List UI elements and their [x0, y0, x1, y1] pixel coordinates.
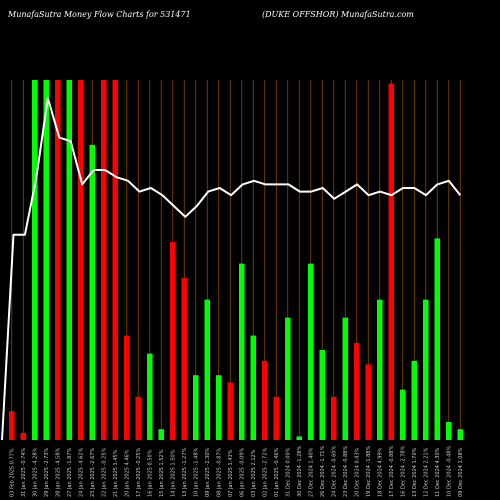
bar-22 [262, 360, 268, 440]
bar-9 [112, 80, 118, 440]
bar-10 [124, 335, 130, 440]
x-tick-label: 03 Feb 2025 0.77% [9, 448, 15, 497]
x-tick-labels: 03 Feb 2025 0.77% 31 Jan 2025 -0.74% 30 Ja… [9, 446, 464, 497]
x-tick-label: 30 Dec 2024 -1.28% [297, 446, 303, 497]
price-line-group [1, 97, 462, 441]
x-tick-label: 15 Jan 2025 1.52% [159, 449, 165, 497]
x-tick-label: 19 Dec 2024 -1.88% [366, 446, 372, 497]
x-tick-label: 20 Dec 2024 0.43% [354, 447, 360, 497]
bar-39 [457, 429, 463, 440]
x-tick-label: 07 Jan 2025 1.43% [228, 449, 234, 497]
x-tick-label: 24 Jan 2025 -4.62% [78, 448, 84, 497]
x-tick-label: 21 Jan 2025 1.45% [113, 449, 119, 497]
x-tick-label: 29 Jan 2025 -2.73% [44, 448, 50, 497]
bar-33 [388, 83, 394, 440]
x-tick-label: 16 Jan 2025 0.50% [147, 449, 153, 497]
bar-24 [285, 317, 291, 440]
bars [9, 80, 463, 441]
x-tick-label: 12 Dec 2024 2.21% [423, 447, 429, 497]
x-tick-label: 23 Jan 2025 -2.67% [90, 448, 96, 497]
x-tick-label: 17 Jan 2025 -0.25% [136, 448, 142, 497]
bar-27 [319, 350, 325, 440]
bar-36 [423, 299, 429, 440]
x-tick-label: 20 Jan 2025 4.46% [124, 449, 130, 497]
x-tick-label: 09 Dec 2024 1.08% [458, 447, 464, 497]
x-tick-label: 03 Jan 2025 2.12% [251, 449, 257, 497]
x-tick-label: 22 Jan 2025 -0.25% [101, 448, 107, 497]
bar-15 [181, 278, 187, 440]
bar-34 [400, 389, 406, 440]
x-tick-label: 16 Dec 2024 -2.78% [400, 446, 406, 497]
bar-12 [147, 353, 153, 440]
bar-16 [193, 375, 199, 440]
x-tick-label: 02 Jan 2025 -2.72% [262, 448, 268, 497]
x-tick-label: 01 Jan 2025 -0.46% [274, 448, 280, 497]
bar-32 [377, 299, 383, 440]
bar-8 [101, 80, 107, 440]
bar-19 [227, 382, 233, 440]
x-tick-label: 27 Dec 2024 1.40% [308, 447, 314, 497]
chart-title-left: MunafaSutra Money Flow Charts for 531471 [8, 10, 191, 19]
bar-28 [331, 396, 337, 440]
x-tick-label: 23 Dec 2024 -0.88% [343, 446, 349, 497]
bar-20 [239, 263, 245, 440]
bar-11 [135, 396, 141, 440]
bar-25 [296, 436, 302, 440]
bar-0 [9, 411, 15, 440]
bar-5 [66, 80, 72, 440]
x-tick-label: 31 Dec 2024 0.00% [285, 447, 291, 497]
x-tick-label: 10 Jan 2025 -1.48% [193, 448, 199, 497]
x-tick-label: 31 Jan 2025 -0.74% [21, 448, 27, 497]
bar-38 [446, 422, 452, 440]
bar-31 [365, 364, 371, 440]
bar-1 [20, 432, 26, 440]
x-tick-label: 13 Dec 2024 1.70% [412, 447, 418, 497]
bar-2 [32, 80, 38, 440]
bar-23 [273, 396, 279, 440]
bar-17 [204, 299, 210, 440]
x-tick-label: 30 Jan 2025 -4.28% [32, 448, 38, 497]
bar-37 [434, 238, 440, 440]
price-line [1, 97, 462, 441]
bar-30 [354, 342, 360, 440]
chart-title-right: (DUKE OFFSHOR) MunafaSutra.com [262, 10, 414, 19]
x-tick-label: 06 Jan 2025 -0.09% [239, 448, 245, 497]
x-tick-label: 09 Jan 2025 -2.30% [205, 448, 211, 497]
x-tick-label: 10 Dec 2024 -0.48% [446, 446, 452, 497]
bar-3 [43, 80, 49, 440]
bar-6 [78, 80, 84, 440]
x-tick-label: 17 Dec 2024 -0.88% [389, 446, 395, 497]
bar-26 [308, 263, 314, 440]
x-tick-label: 26 Dec 2024 -1.71% [320, 446, 326, 497]
x-tick-label: 11 Dec 2024 4.30% [435, 447, 441, 497]
x-tick-label: 28 Jan 2025 -4.58% [55, 448, 61, 497]
bar-21 [250, 335, 256, 440]
bar-7 [89, 144, 95, 441]
x-tick-label: 13 Jan 2025 -1.27% [182, 448, 188, 497]
x-tick-label: 08 Jan 2025 -0.87% [216, 448, 222, 497]
x-tick-label: 14 Jan 2025 1.50% [170, 449, 176, 497]
bar-35 [411, 360, 417, 440]
x-tick-label: 18 Dec 2024 4.99% [377, 447, 383, 497]
bar-4 [55, 80, 61, 440]
bar-14 [170, 242, 176, 440]
x-tick-label: 24 Dec 2024 -0.60% [331, 446, 337, 497]
bar-13 [158, 429, 164, 440]
x-tick-label: 27 Jan 2025 -1.87% [67, 448, 73, 497]
bar-18 [216, 375, 222, 440]
bar-29 [342, 317, 348, 440]
